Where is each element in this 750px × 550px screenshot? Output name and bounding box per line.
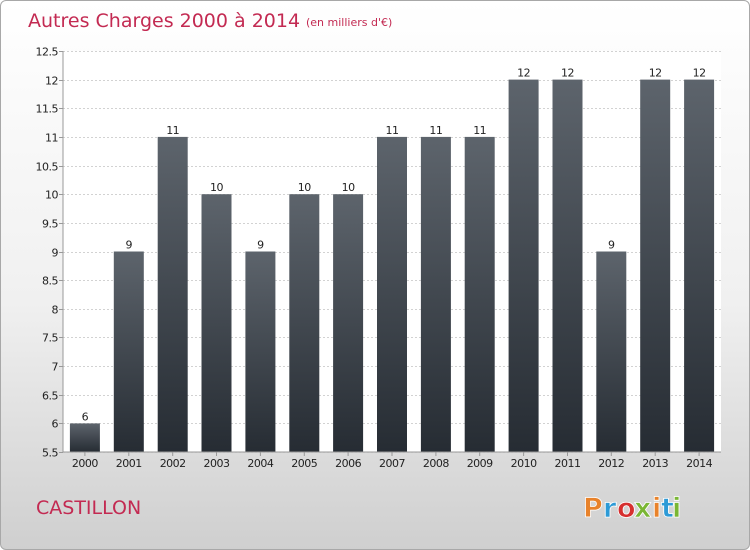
y-tick-label: 11	[45, 132, 58, 145]
x-tick-label-2010: 2010	[511, 457, 537, 470]
value-label-2007: 11	[386, 124, 399, 137]
x-axis-ticks: 2000 2001 2002 2003 2004 2005 2006 2007 2008 2009…	[72, 452, 713, 470]
y-axis-ticks: 5.5 6 6.5 7 7.5 8 8.5 9 9.5 10 10.5 11 11.5 12 12.5	[36, 46, 63, 460]
x-tick-label-2005: 2005	[291, 457, 317, 470]
bar-2001	[113, 251, 144, 452]
y-tick-label: 11.5	[36, 103, 59, 116]
y-tick-label: 10	[45, 189, 58, 202]
y-tick-label: 6	[52, 418, 59, 431]
value-label-2006: 10	[342, 181, 355, 194]
logo-letter: t	[661, 493, 674, 524]
x-tick-label-2006: 2006	[335, 457, 361, 470]
commune-name: CASTILLON	[36, 497, 141, 519]
value-label-2013: 12	[649, 67, 662, 80]
bar-2011	[552, 79, 583, 452]
y-tick-label: 7	[52, 361, 59, 374]
x-tick-label-2000: 2000	[72, 457, 98, 470]
bar-2009	[464, 136, 495, 452]
y-tick-label: 12.5	[36, 46, 59, 59]
bar-2003	[201, 194, 232, 452]
bar-2014	[684, 79, 715, 452]
y-tick-label: 12	[45, 75, 58, 88]
logo-letter: x	[634, 493, 651, 524]
chart-title: Autres Charges 2000 à 2014	[28, 10, 300, 32]
x-tick-label-2002: 2002	[160, 457, 186, 470]
logo-letter: P	[583, 493, 603, 524]
y-tick-label: 9.5	[42, 218, 58, 231]
value-label-2000: 6	[82, 410, 89, 423]
bar-2006	[333, 194, 364, 452]
x-tick-label-2004: 2004	[247, 457, 273, 470]
x-tick-label-2007: 2007	[379, 457, 405, 470]
logo-letter: i	[652, 493, 661, 524]
value-label-2014: 12	[693, 67, 706, 80]
bar-2007	[377, 136, 407, 452]
bar-2013	[640, 79, 671, 452]
y-tick-label: 10.5	[36, 161, 59, 174]
y-tick-label: 8.5	[42, 275, 58, 288]
x-tick-label-2012: 2012	[598, 457, 624, 470]
value-label-2005: 10	[298, 181, 311, 194]
value-label-2008: 11	[429, 124, 442, 137]
logo-letter: i	[672, 493, 681, 524]
y-tick-label: 7.5	[42, 332, 58, 345]
x-tick-label-2003: 2003	[204, 457, 230, 470]
bars	[69, 79, 715, 452]
bar-2012	[596, 251, 627, 452]
value-label-2004: 9	[257, 239, 264, 252]
y-tick-label: 6.5	[42, 390, 58, 403]
x-tick-label-2013: 2013	[642, 457, 668, 470]
value-label-2010: 12	[517, 67, 530, 80]
y-tick-label: 9	[52, 247, 59, 260]
value-label-2009: 11	[473, 124, 486, 137]
bar-2004	[245, 251, 276, 452]
x-tick-label-2008: 2008	[423, 457, 449, 470]
bar-2002	[157, 136, 188, 452]
bar-2005	[289, 194, 320, 452]
logo-letter: r	[603, 493, 617, 524]
value-label-2001: 9	[126, 239, 133, 252]
y-tick-label: 8	[52, 304, 59, 317]
value-label-2012: 9	[608, 239, 615, 252]
value-label-2011: 12	[561, 67, 574, 80]
chart-subtitle: (en milliers d'€)	[306, 16, 392, 29]
bar-2008	[420, 136, 451, 452]
value-label-2003: 10	[210, 181, 223, 194]
x-tick-label-2014: 2014	[686, 457, 712, 470]
value-labels: 6 9 11 10 9 10 10 11 11 11 12 12 9 12 12	[82, 67, 706, 424]
x-tick-label-2001: 2001	[116, 457, 142, 470]
y-tick-label: 5.5	[42, 447, 58, 460]
value-label-2002: 11	[166, 124, 179, 137]
bar-2010	[508, 79, 539, 452]
x-tick-label-2009: 2009	[467, 457, 493, 470]
x-tick-label-2011: 2011	[555, 457, 581, 470]
logo-letter: o	[617, 493, 636, 524]
bar-2000	[69, 423, 100, 452]
